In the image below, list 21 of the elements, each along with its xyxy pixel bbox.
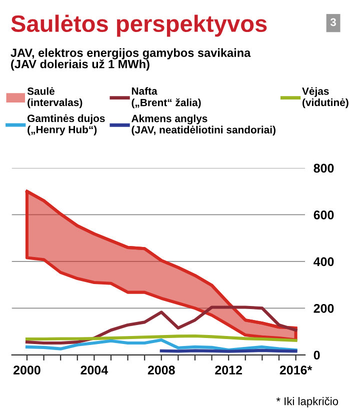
text: * Iki lapkričio (276, 397, 338, 408)
y-tick-label: 600 (314, 210, 334, 220)
chart-subtitle: JAV, elektros energijos gamybos savikaina (JAV doleriais už 1 MWh) (10, 48, 251, 71)
y-tick-label: 200 (314, 304, 334, 313)
legend-label: Gamtinės dujos („Henry Hub“) (28, 114, 105, 136)
y-tick-label: 0 (314, 350, 320, 360)
y-tick-label: 400 (314, 257, 334, 266)
line-series (25, 338, 298, 352)
legend-label: Saulė (intervalas) (27, 87, 82, 108)
x-tick-label: 2016* (280, 366, 312, 374)
x-tick-label: 2004 (80, 366, 108, 374)
x-tick-label: 2008 (148, 366, 175, 374)
x-tick-label: 2000 (14, 366, 40, 374)
line-series (25, 306, 298, 345)
legend-label: Vėjas (vidutinė) (302, 87, 348, 108)
legend-label: Nafta („Brent“ žalia) (132, 87, 201, 108)
y-tick-label: 800 (314, 164, 334, 173)
legend-label: Akmens anglys (JAV, neatidėliotini sandoriai) (132, 114, 276, 136)
chart-title: Saulėtos perspektyvos (11, 14, 267, 37)
text: 3 (330, 18, 336, 26)
x-tick-label: 2012 (215, 366, 242, 374)
